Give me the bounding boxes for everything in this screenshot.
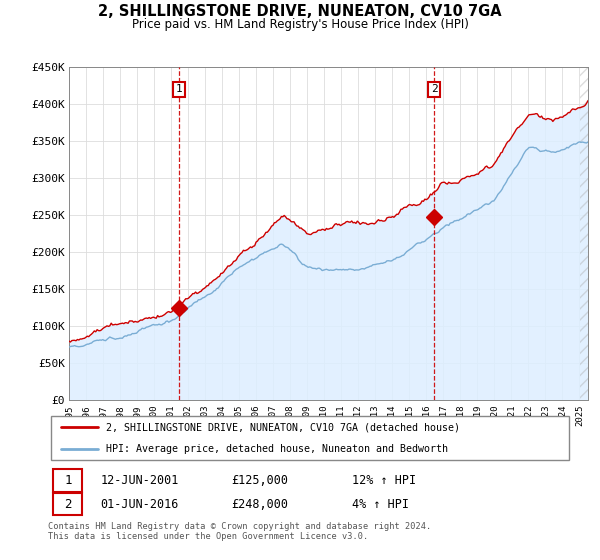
Text: 01-JUN-2016: 01-JUN-2016 [101, 498, 179, 511]
Text: 1: 1 [64, 474, 72, 487]
FancyBboxPatch shape [50, 416, 569, 460]
Text: 2: 2 [431, 85, 437, 95]
Text: 4% ↑ HPI: 4% ↑ HPI [353, 498, 409, 511]
Text: 2, SHILLINGSTONE DRIVE, NUNEATON, CV10 7GA (detached house): 2, SHILLINGSTONE DRIVE, NUNEATON, CV10 7… [106, 422, 460, 432]
FancyBboxPatch shape [53, 493, 82, 515]
Text: 1: 1 [175, 85, 182, 95]
Text: £125,000: £125,000 [232, 474, 289, 487]
Text: Price paid vs. HM Land Registry's House Price Index (HPI): Price paid vs. HM Land Registry's House … [131, 18, 469, 31]
Text: 12% ↑ HPI: 12% ↑ HPI [353, 474, 416, 487]
Text: HPI: Average price, detached house, Nuneaton and Bedworth: HPI: Average price, detached house, Nune… [106, 444, 448, 454]
FancyBboxPatch shape [53, 469, 82, 492]
Text: 2, SHILLINGSTONE DRIVE, NUNEATON, CV10 7GA: 2, SHILLINGSTONE DRIVE, NUNEATON, CV10 7… [98, 4, 502, 20]
Text: Contains HM Land Registry data © Crown copyright and database right 2024.
This d: Contains HM Land Registry data © Crown c… [48, 522, 431, 542]
Text: £248,000: £248,000 [232, 498, 289, 511]
Text: 12-JUN-2001: 12-JUN-2001 [101, 474, 179, 487]
Text: 2: 2 [64, 498, 72, 511]
